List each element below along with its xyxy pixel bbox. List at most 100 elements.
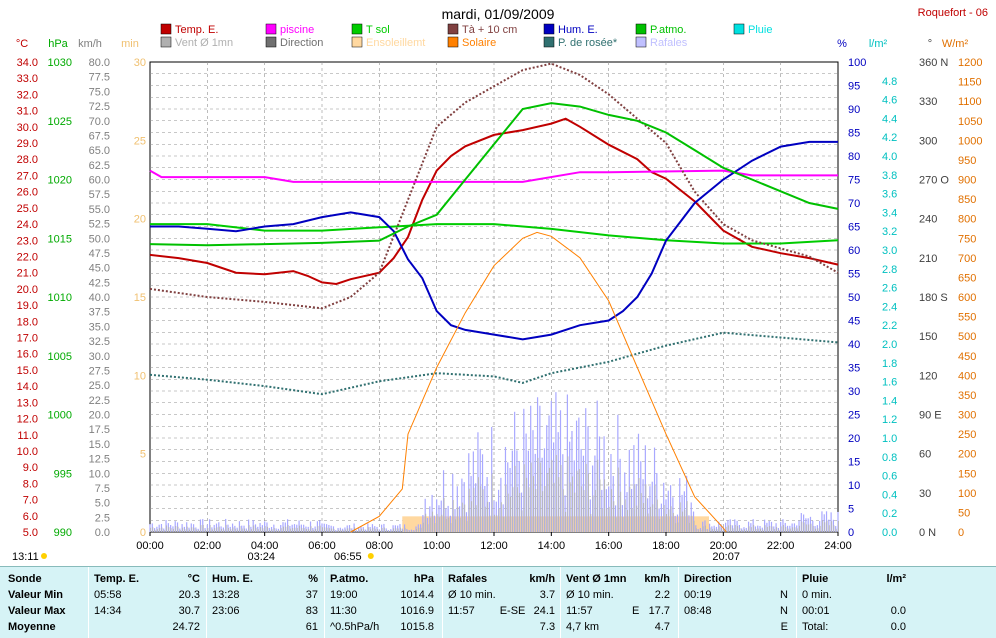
stats-cell: °C	[187, 573, 200, 585]
minutes-tick-label: 25	[134, 135, 146, 147]
weather-chart: 5.0 6.0 7.0 8.0 9.0 10.0 11.0 12.0 13.0 14.0 15.0 1…	[12, 6, 988, 563]
temp-tick-label: 5.0	[23, 527, 38, 539]
rain-tick-label: 0.8	[882, 452, 897, 464]
wind-tick-label: 60.0	[89, 175, 110, 187]
stats-cell: 1014.4	[400, 589, 434, 601]
temp-tick-label: 25.0	[17, 203, 38, 215]
direction-tick-label: 330	[919, 96, 937, 108]
rain-tick-label: 3.2	[882, 226, 897, 238]
stats-cell: 11:57	[566, 605, 593, 617]
x-tick-label: 24:00	[824, 540, 852, 552]
x-tick-label: 16:00	[595, 540, 623, 552]
temp-tick-label: 15.0	[17, 365, 38, 377]
humidity-tick-label: 100	[848, 57, 866, 69]
solar-tick-label: 450	[958, 351, 976, 363]
x-tick-label: 08:00	[366, 540, 394, 552]
wind-tick-label: 35.0	[89, 321, 110, 333]
solar-tick-label: 900	[958, 175, 976, 187]
stats-cell: Vent Ø 1mn	[566, 573, 627, 585]
stats-cell: N	[780, 589, 788, 601]
stats-row: 7.3	[446, 619, 557, 635]
legend: Temp. E. piscine T sol Tà + 10 cm Hum. E. P.a…	[160, 23, 772, 49]
stats-row: 61	[210, 619, 320, 635]
wind-tick-label: 10.0	[89, 468, 110, 480]
solar-tick-label: 300	[958, 410, 976, 422]
legend-label: Ensoleillemt	[366, 37, 425, 49]
stats-row: Hum. E.%	[210, 571, 320, 587]
minutes-tick-label: 0	[140, 527, 146, 539]
legend-label: Solaire	[462, 37, 496, 49]
stats-cell: km/h	[529, 573, 556, 585]
wind-tick-label: 17.5	[89, 424, 110, 436]
wind-tick-label: 62.5	[89, 160, 110, 172]
series-t-sol	[150, 223, 839, 245]
rain-tick-label: 3.4	[882, 207, 897, 219]
stats-cell: 24.72	[172, 621, 200, 633]
stats-cell: hPa	[413, 573, 434, 585]
stats-row: Valeur Max	[6, 603, 88, 619]
rain-tick-label: 3.6	[882, 189, 897, 201]
wind-tick-label: 50.0	[89, 233, 110, 245]
legend-swatch	[543, 23, 555, 35]
wind-tick-label: 0.0	[95, 527, 110, 539]
legend-swatch	[635, 23, 647, 35]
axes: 5.0 6.0 7.0 8.0 9.0 10.0 11.0 12.0 13.0 14.0 15.0 1…	[12, 38, 982, 563]
series-t-10-cm	[149, 62, 839, 310]
x-tick-label: 06:00	[308, 540, 336, 552]
solar-tick-label: 1000	[958, 135, 982, 147]
rain-tick-label: 1.2	[882, 414, 897, 426]
legend-swatch	[351, 23, 363, 35]
legend-swatch	[160, 36, 172, 48]
wind-tick-label: 2.5	[95, 512, 110, 524]
stats-row: Direction	[682, 571, 790, 587]
stats-row: 08:48 N	[682, 603, 790, 619]
stats-cell: 4,7 km	[566, 621, 600, 633]
stats-cell: N	[780, 605, 788, 617]
legend-swatch	[265, 23, 277, 35]
stats-block: Pluie l/m² 0 min. 00:01 0.0 Total: 0.0	[800, 571, 908, 635]
direction-tick-label: 30	[919, 488, 931, 500]
wind-tick-label: 22.5	[89, 395, 110, 407]
humidity-tick-label: 0	[848, 527, 854, 539]
stats-row: Ø 10 min. 3.7	[446, 587, 557, 603]
stats-cell: 1016.9	[400, 605, 434, 617]
minutes-tick-label: 20	[134, 214, 146, 226]
rain-tick-label: 0.6	[882, 471, 897, 483]
x-tick-label: 22:00	[767, 540, 795, 552]
x-tick-label: 14:00	[538, 540, 566, 552]
solar-tick-label: 550	[958, 312, 976, 324]
stats-block: Sonde Valeur Min Valeur Max Moyenne	[6, 571, 88, 635]
temp-tick-label: 22.0	[17, 251, 38, 263]
stats-cell: Sonde	[8, 573, 42, 585]
legend-label: piscine	[280, 24, 314, 36]
wind-tick-label: 47.5	[89, 248, 110, 260]
solar-tick-label: 150	[958, 468, 976, 480]
stats-row: Pluie l/m²	[800, 571, 908, 587]
stats-row: ^0.5hPa/h 1015.8	[328, 619, 436, 635]
stats-row: 0 min.	[800, 587, 908, 603]
sun-icon	[367, 553, 374, 559]
wind-tick-label: 67.5	[89, 130, 110, 142]
solar-tick-label: 400	[958, 370, 976, 382]
stats-block: Hum. E.% 13:28 37 23:06 83 61	[210, 571, 320, 635]
legend-label: Hum. E.	[558, 24, 598, 36]
solar-tick-label: 0	[958, 527, 964, 539]
pressure-tick-label: 1005	[48, 351, 72, 363]
marker-sunset: 20:07	[712, 551, 740, 563]
wind-tick-label: 42.5	[89, 277, 110, 289]
legend-swatch	[447, 23, 459, 35]
legend-label: Pluie	[748, 24, 772, 36]
wind-tick-label: 5.0	[95, 498, 110, 510]
stats-cell: 00:01	[802, 605, 830, 617]
solar-tick-label: 1150	[958, 77, 982, 89]
stats-row: 13:28 37	[210, 587, 320, 603]
stats-cell	[92, 619, 159, 635]
rain-tick-label: 1.6	[882, 377, 897, 389]
stats-row: 11:30 1016.9	[328, 603, 436, 619]
stats-row: 4,7 km 4.7	[564, 619, 672, 635]
legend-label: Temp. E.	[175, 24, 218, 36]
stats-row: Vent Ø 1mn km/h	[564, 571, 672, 587]
direction-tick-label: 210	[919, 253, 937, 265]
rain-tick-label: 2.0	[882, 339, 897, 351]
rain-tick-label: 0.0	[882, 527, 897, 539]
